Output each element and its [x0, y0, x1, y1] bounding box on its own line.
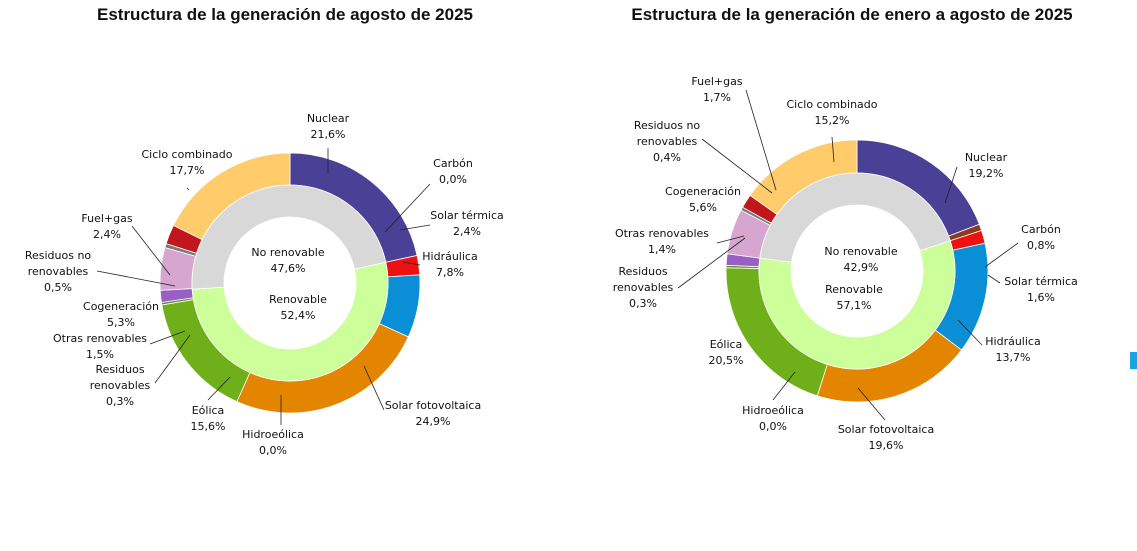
data-label-hidraulica: Hidráulica 7,8% — [422, 250, 477, 279]
donut-chart-january-august: Estructura de la generación de enero a a… — [613, 5, 1078, 452]
leader-line-residuos-renovables — [677, 237, 746, 289]
data-label-residuos-renovables: Residuos renovables 0,3% — [613, 265, 674, 310]
data-label-otras-renovables: Otras renovables 1,5% — [53, 332, 147, 361]
data-label-ciclo-combinado: Ciclo combinado 15,2% — [786, 98, 877, 127]
chart-title: Estructura de la generación de agosto de… — [97, 5, 473, 24]
leader-line-ciclo-combinado — [186, 187, 190, 191]
data-label-nuclear: Nuclear 19,2% — [965, 151, 1008, 180]
data-label-carbon: Carbón 0,8% — [1021, 223, 1061, 252]
leader-line-otras-renovables — [149, 330, 186, 345]
leader-line-carbon — [984, 242, 1019, 268]
data-label-residuos-no-renovables: Residuos no renovables 0,5% — [25, 249, 92, 294]
data-label-hidraulica: Hidráulica 13,7% — [985, 335, 1040, 364]
leader-line-fuel-gas — [131, 225, 171, 276]
data-label-residuos-renovables: Residuos renovables 0,3% — [90, 363, 151, 408]
data-label-eolica: Eólica 20,5% — [709, 338, 744, 367]
leader-line-residuos-renovables — [154, 334, 191, 384]
leader-line-hidraulica — [957, 319, 983, 346]
data-label-carbon: Carbón 0,0% — [433, 157, 473, 186]
leader-line-fuel-gas — [745, 89, 777, 191]
leader-line-otras-renovables — [716, 235, 745, 244]
leader-line-nuclear — [944, 166, 958, 204]
donut-chart-august: Estructura de la generación de agosto de… — [25, 5, 504, 457]
inner-slice-renovable — [758, 240, 956, 370]
data-label-solar-termica: Solar térmica 1,6% — [1004, 275, 1078, 304]
data-label-hidroeolica: Hidroeólica 0,0% — [742, 404, 804, 433]
side-accent-tab[interactable] — [1130, 352, 1137, 369]
data-label-otras-renovables: Otras renovables 1,4% — [615, 227, 709, 256]
leader-line-solar-termica — [399, 224, 431, 231]
data-label-fuel-gas: Fuel+gas 1,7% — [691, 75, 742, 104]
leader-line-hidraulica — [402, 261, 421, 266]
leader-line-hidroeolica — [772, 371, 796, 401]
data-label-cogeneracion: Cogeneración 5,3% — [83, 300, 159, 329]
leader-line-residuos-no-renovables — [96, 270, 176, 287]
leader-line-solar-fotovoltaica — [363, 365, 385, 411]
inner-slice-renovable — [191, 261, 389, 382]
data-label-hidroeolica: Hidroeólica 0,0% — [242, 428, 304, 457]
data-label-ciclo-combinado: Ciclo combinado 17,7% — [141, 148, 232, 177]
inner-label-renovable: Renovable 57,1% — [825, 283, 883, 312]
data-label-solar-fotovoltaica: Solar fotovoltaica 24,9% — [385, 399, 481, 428]
inner-label-renovable: Renovable 52,4% — [269, 293, 327, 322]
inner-slice-no-renovable — [191, 184, 387, 290]
inner-label-no-renovable: No renovable 47,6% — [251, 246, 324, 275]
chart-title: Estructura de la generación de enero a a… — [631, 5, 1072, 24]
data-label-solar-fotovoltaica: Solar fotovoltaica 19,6% — [838, 423, 934, 452]
data-label-nuclear: Nuclear 21,6% — [307, 112, 350, 141]
inner-label-no-renovable: No renovable 42,9% — [824, 245, 897, 274]
leader-line-carbon — [384, 183, 431, 233]
leader-line-solar-termica — [987, 274, 1001, 284]
data-label-eolica: Eólica 15,6% — [191, 404, 226, 433]
leader-line-solar-fotovoltaica — [857, 387, 886, 421]
data-label-fuel-gas: Fuel+gas 2,4% — [81, 212, 132, 241]
data-label-solar-termica: Solar térmica 2,4% — [430, 209, 504, 238]
data-label-residuos-no-renovables: Residuos no renovables 0,4% — [634, 119, 701, 164]
leader-line-ciclo-combinado — [831, 136, 835, 163]
leader-line-eolica — [207, 376, 231, 401]
data-label-cogeneracion: Cogeneración 5,6% — [665, 185, 741, 214]
inner-slice-no-renovable — [759, 172, 951, 263]
leader-line-residuos-no-renovables — [701, 138, 773, 194]
